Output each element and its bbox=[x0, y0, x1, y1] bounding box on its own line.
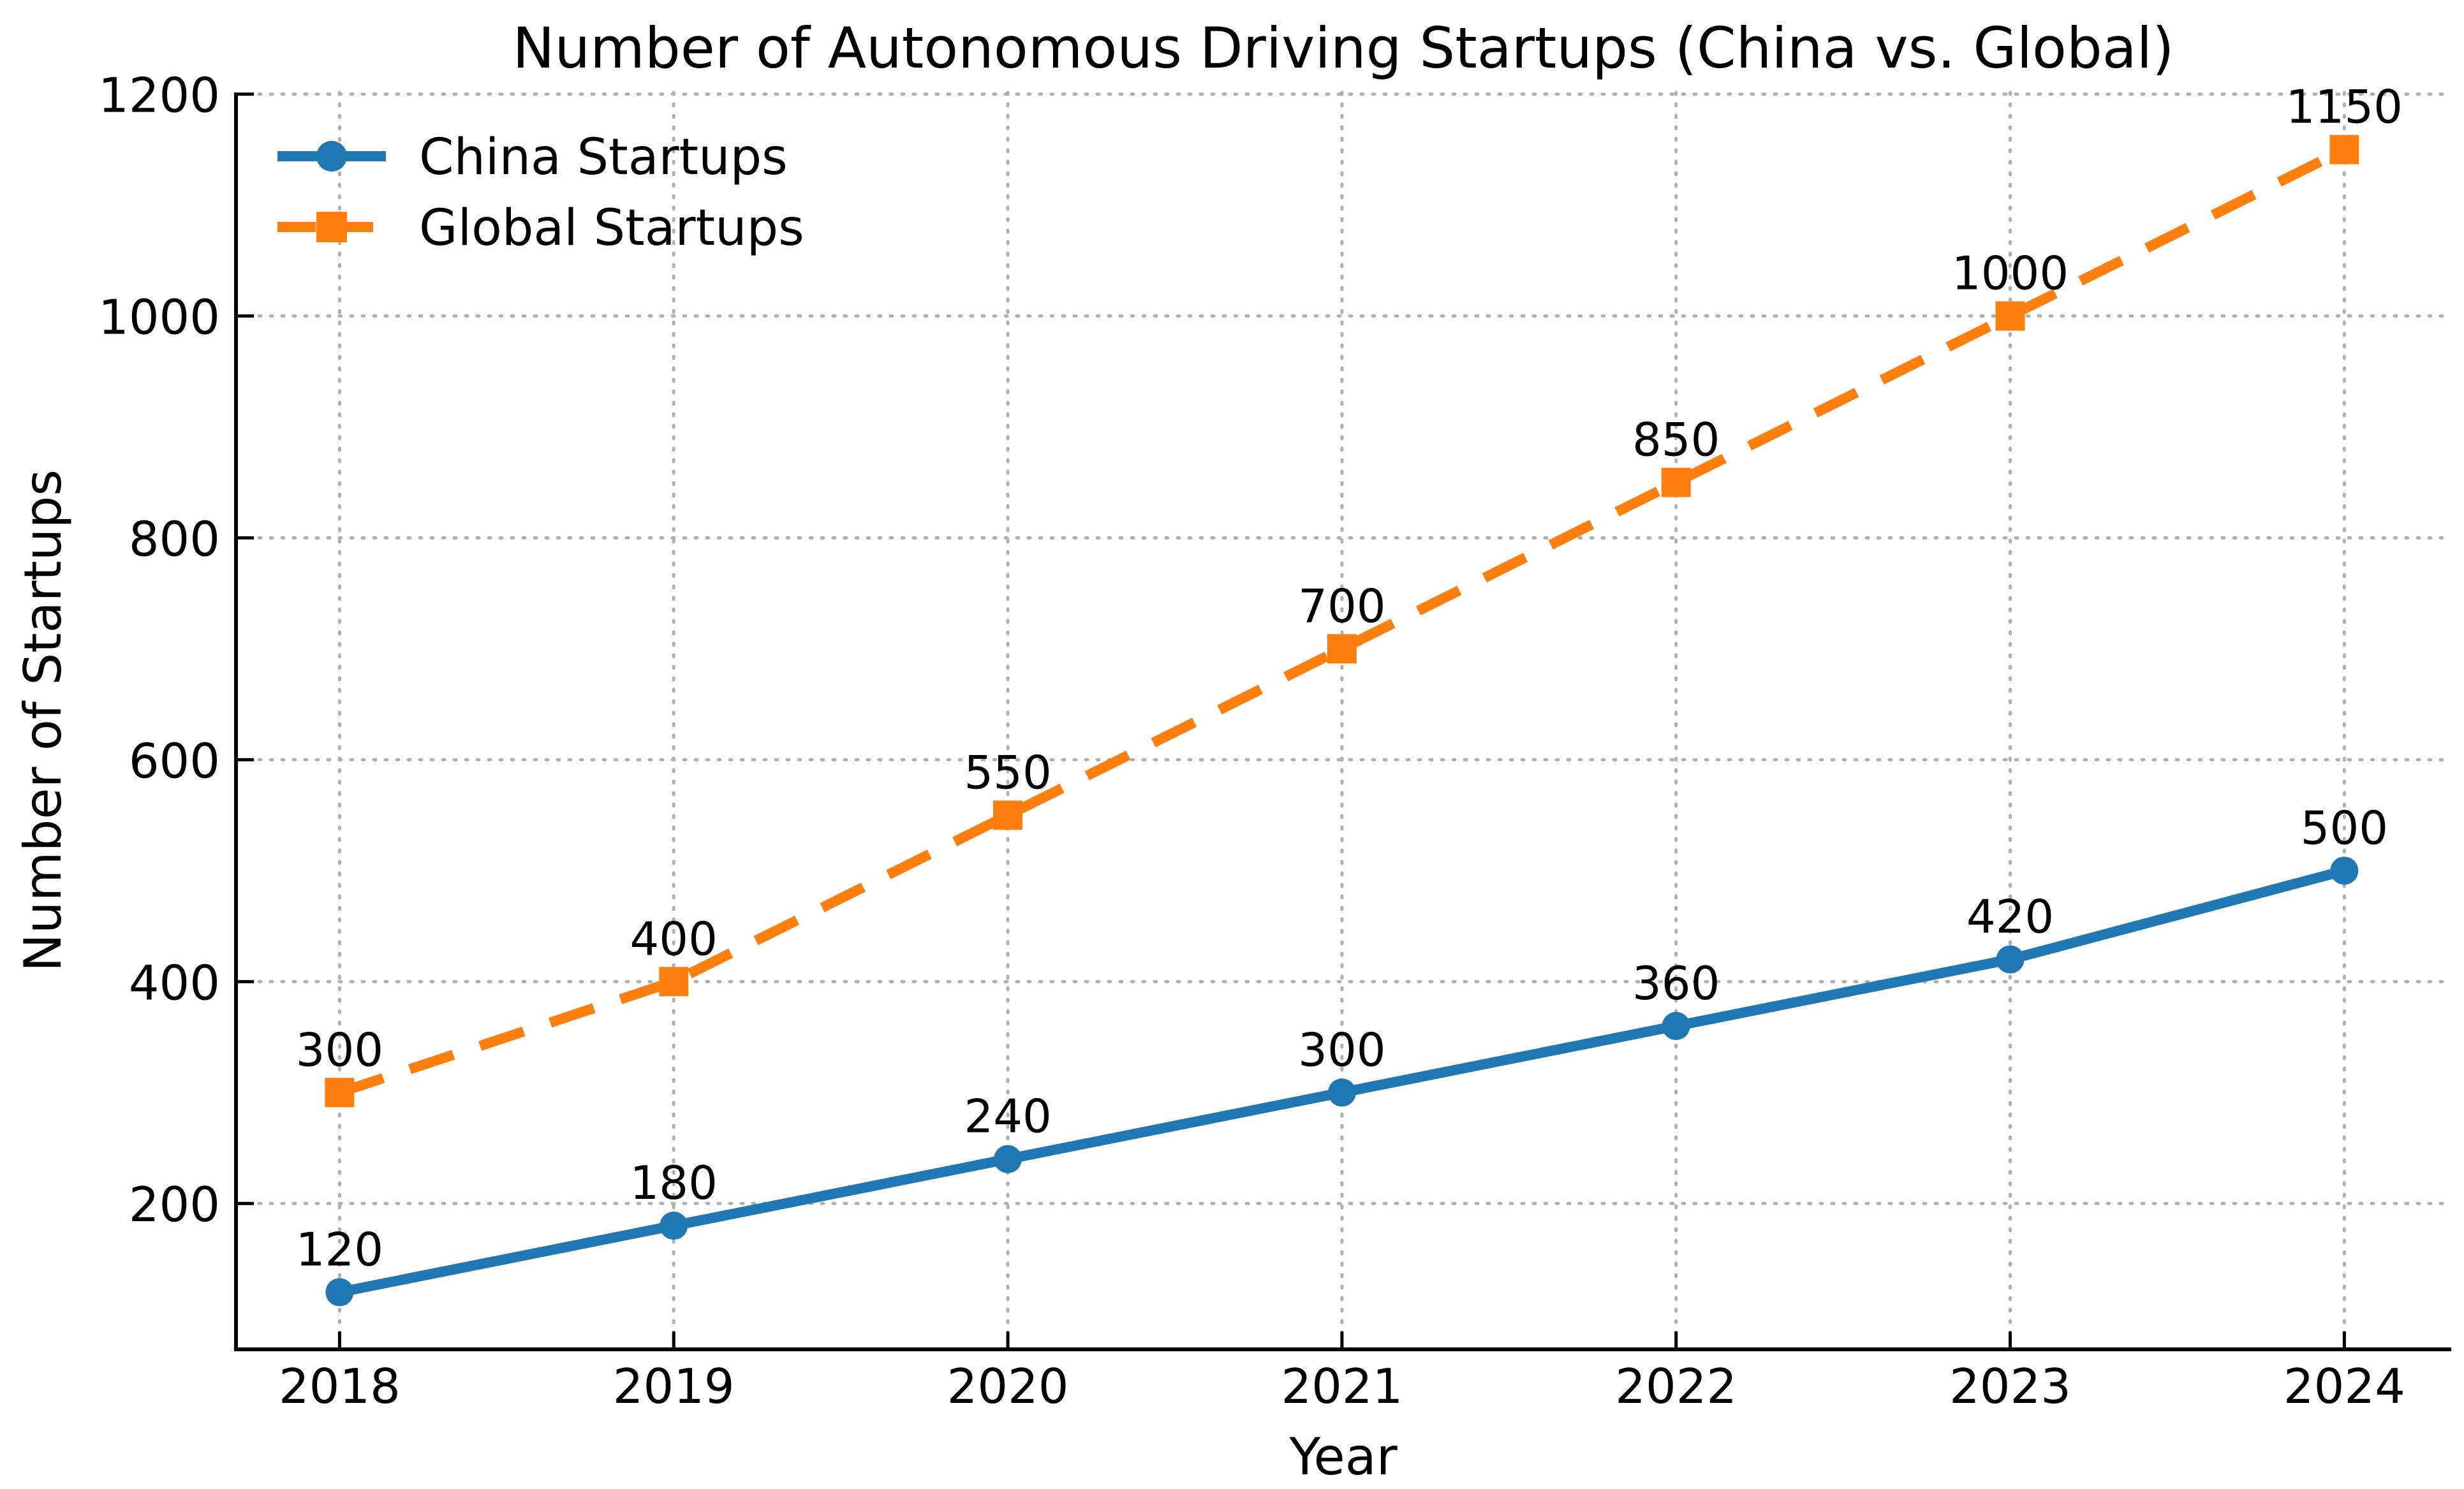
point-value-label: 400 bbox=[630, 912, 718, 965]
point-value-label: 500 bbox=[2301, 801, 2388, 855]
circle-marker bbox=[1662, 1011, 1690, 1040]
point-value-label: 1000 bbox=[1952, 247, 2069, 300]
circle-marker bbox=[1996, 945, 2025, 974]
x-tick-label: 2018 bbox=[279, 1358, 401, 1414]
x-tick-label: 2019 bbox=[613, 1358, 735, 1414]
x-tick-label: 2023 bbox=[1949, 1358, 2071, 1414]
data-labels: 120 180 240 300 360 420 500 300 400 550 700 850 1000… bbox=[296, 80, 2403, 1277]
point-value-label: 240 bbox=[964, 1090, 1051, 1143]
square-marker bbox=[1327, 634, 1357, 664]
square-marker bbox=[2329, 135, 2359, 165]
point-value-label: 550 bbox=[964, 745, 1051, 799]
axes bbox=[234, 92, 2451, 1351]
circle-marker bbox=[660, 1212, 688, 1240]
point-value-label: 1150 bbox=[2286, 80, 2403, 134]
circle-marker bbox=[2330, 856, 2359, 885]
chart-title: Number of Autonomous Driving Startups (C… bbox=[513, 15, 2174, 81]
plot-series bbox=[325, 135, 2359, 1307]
point-value-label: 420 bbox=[1966, 890, 2054, 944]
square-marker bbox=[993, 800, 1023, 830]
circle-marker bbox=[994, 1145, 1022, 1173]
point-value-label: 700 bbox=[1298, 579, 1385, 633]
y-tick-label: 1000 bbox=[98, 290, 220, 346]
square-marker bbox=[1661, 467, 1691, 497]
legend-circle-marker bbox=[316, 141, 347, 172]
point-value-label: 300 bbox=[1298, 1023, 1385, 1076]
point-value-label: 300 bbox=[296, 1023, 383, 1076]
legend-entry: Global Startups bbox=[277, 200, 804, 257]
tick-labels: 2018 2019 2020 2021 2022 2023 2024 200 400 600 800… bbox=[98, 68, 2405, 1414]
y-tick-label: 400 bbox=[129, 955, 220, 1011]
x-tick-label: 2021 bbox=[1281, 1358, 1403, 1414]
x-tick-label: 2022 bbox=[1615, 1358, 1737, 1414]
square-marker bbox=[325, 1078, 355, 1108]
point-value-label: 180 bbox=[630, 1156, 718, 1210]
x-axis-label: Year bbox=[1288, 1427, 1397, 1486]
point-value-label: 120 bbox=[296, 1222, 383, 1276]
y-tick-label: 1200 bbox=[98, 68, 220, 124]
legend: China Startups Global Startups bbox=[277, 129, 804, 257]
point-value-label: 850 bbox=[1632, 413, 1720, 466]
y-tick-label: 600 bbox=[129, 733, 220, 789]
legend-entry: China Startups bbox=[277, 129, 788, 186]
y-tick-label: 200 bbox=[129, 1177, 220, 1233]
x-tick-label: 2024 bbox=[2283, 1358, 2405, 1414]
legend-label: Global Startups bbox=[419, 200, 804, 257]
legend-label: China Startups bbox=[419, 129, 788, 186]
gridlines bbox=[234, 91, 2453, 1351]
circle-marker bbox=[1327, 1078, 1356, 1107]
square-marker bbox=[1995, 301, 2025, 331]
x-tick-label: 2020 bbox=[947, 1358, 1069, 1414]
square-marker bbox=[659, 967, 689, 997]
legend-square-marker bbox=[316, 212, 347, 242]
circle-marker bbox=[325, 1278, 354, 1307]
y-tick-label: 800 bbox=[129, 511, 220, 567]
point-value-label: 360 bbox=[1632, 957, 1720, 1010]
y-axis-label: Number of Startups bbox=[13, 469, 73, 972]
